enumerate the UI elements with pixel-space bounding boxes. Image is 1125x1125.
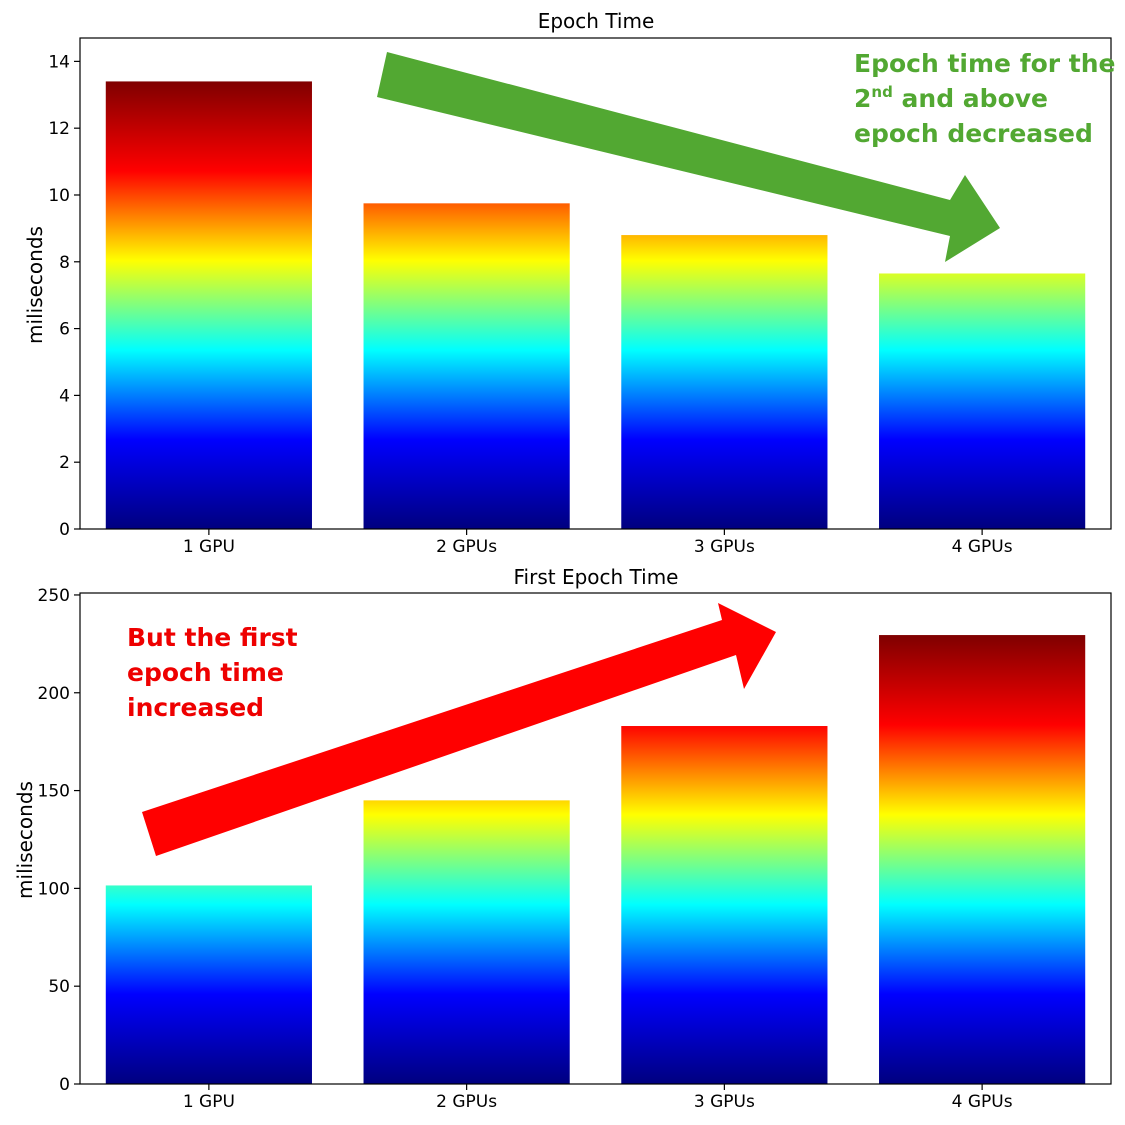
x-axis-ticks: 1 GPU 2 GPUs 3 GPUs 4 GPUs — [183, 1084, 1013, 1112]
y-tick-label: 2 — [59, 453, 70, 473]
annotation-text: and above — [893, 84, 1048, 113]
x-tick-label: 3 GPUs — [694, 537, 755, 557]
increase-arrow-icon — [142, 603, 776, 856]
decrease-annotation: Epoch time for the 2nd and above epoch d… — [854, 49, 1116, 148]
y-tick-label: 8 — [59, 253, 70, 273]
increase-annotation: But the first epoch time increased — [127, 623, 298, 722]
bar-3-gpus — [621, 726, 828, 1084]
y-axis-label: miliseconds — [13, 781, 37, 899]
x-tick-label: 1 GPU — [183, 1092, 235, 1112]
plot-frame — [79, 592, 1112, 1085]
y-tick-label: 10 — [48, 186, 70, 206]
y-tick-label: 200 — [38, 684, 70, 704]
y-axis-label: miliseconds — [23, 226, 47, 344]
x-axis-ticks: 1 GPU 2 GPUs 3 GPUs 4 GPUs — [183, 529, 1013, 557]
y-tick-label: 12 — [48, 119, 70, 139]
y-tick-label: 6 — [59, 320, 70, 340]
x-tick-label: 4 GPUs — [952, 537, 1013, 557]
y-tick-label: 14 — [48, 52, 70, 72]
x-tick-label: 3 GPUs — [694, 1092, 755, 1112]
bar-group — [105, 635, 1086, 1084]
x-tick-label: 4 GPUs — [952, 1092, 1013, 1112]
bar-1-gpu — [105, 885, 312, 1084]
y-tick-label: 150 — [38, 782, 70, 802]
first-epoch-time-chart: First Epoch Time miliseconds 0 50 100 150 20… — [13, 565, 1112, 1112]
annotation-line: But the first — [127, 623, 298, 652]
y-axis-ticks: 0 50 100 150 200 250 — [38, 586, 80, 1095]
bar-group — [105, 81, 1086, 530]
annotation-line: epoch decreased — [854, 119, 1093, 148]
bar-2-gpus — [363, 203, 570, 529]
decrease-arrow-icon — [377, 52, 1000, 262]
bar-4-gpus — [879, 635, 1086, 1084]
annotation-line: Epoch time for the — [854, 49, 1116, 78]
y-tick-label: 100 — [38, 879, 70, 899]
y-axis-ticks: 0 2 4 6 8 10 12 14 — [48, 52, 80, 540]
y-tick-label: 50 — [48, 977, 70, 997]
annotation-superscript: nd — [871, 83, 892, 101]
y-tick-label: 0 — [59, 1075, 70, 1095]
bar-3-gpus — [621, 235, 828, 529]
y-tick-label: 0 — [59, 520, 70, 540]
x-tick-label: 2 GPUs — [436, 537, 497, 557]
y-tick-label: 4 — [59, 386, 70, 406]
chart-title: First Epoch Time — [514, 565, 679, 589]
annotation-line: increased — [127, 693, 264, 722]
x-tick-label: 1 GPU — [183, 537, 235, 557]
bar-4-gpus — [879, 273, 1086, 529]
x-tick-label: 2 GPUs — [436, 1092, 497, 1112]
annotation-line: 2nd and above — [854, 83, 1048, 113]
annotation-line: epoch time — [127, 658, 284, 687]
bar-2-gpus — [363, 800, 570, 1084]
annotation-ordinal: 2 — [854, 84, 871, 113]
epoch-time-chart: Epoch Time miliseconds 0 2 4 6 8 10 12 14 1 GPU… — [23, 9, 1112, 557]
y-tick-label: 250 — [38, 586, 70, 606]
chart-title: Epoch Time — [538, 9, 655, 33]
plot-frame — [79, 37, 1112, 530]
bar-1-gpu — [105, 81, 312, 530]
